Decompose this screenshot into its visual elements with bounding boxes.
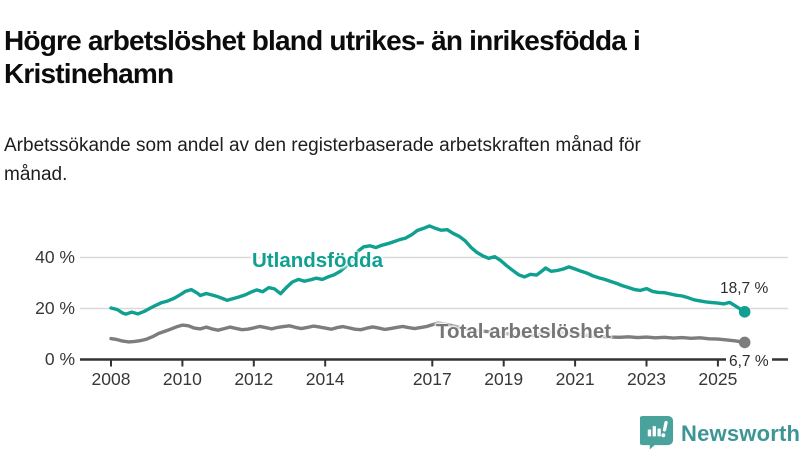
x-tick-label-2023: 2023: [627, 369, 666, 389]
newsworthy-wordmark: Newsworthy: [681, 421, 800, 446]
end-value-label-total: 6,7 %: [726, 353, 772, 371]
page-title: Högre arbetslöshet bland utrikes- än inr…: [4, 24, 641, 90]
newsworthy-logo-link[interactable]: Newsworthy: [638, 414, 800, 450]
x-tick-label-2010: 2010: [162, 369, 202, 389]
end-dot-0: [738, 306, 751, 318]
end-value-label-utlandsfodda: 18,7 %: [720, 280, 769, 297]
newsworthy-chart-bubble-icon: [638, 414, 675, 450]
series-label-total-arbetsloshet: Total arbetslöshet: [436, 320, 612, 343]
y-tick-label-40: 40 %: [35, 246, 75, 267]
series-line-1: [109, 321, 747, 345]
x-tick-label-2014: 2014: [305, 369, 345, 389]
x-tick-label-2021: 2021: [555, 369, 595, 389]
x-tick-label-2017: 2017: [412, 369, 452, 389]
x-tick-label-2019: 2019: [484, 369, 524, 389]
y-tick-label-20: 20 %: [35, 297, 75, 318]
end-dot-1: [738, 336, 751, 349]
x-tick-label-2012: 2012: [234, 369, 274, 389]
series-label-utlandsfodda: Utlandsfödda: [252, 249, 383, 272]
series-line-0: [109, 224, 747, 316]
x-tick-label-2025: 2025: [698, 369, 738, 389]
x-tick-label-2008: 2008: [91, 369, 131, 389]
page-subtitle: Arbetssökande som andel av den registerb…: [4, 135, 641, 185]
y-tick-label-0: 0 %: [44, 348, 75, 369]
